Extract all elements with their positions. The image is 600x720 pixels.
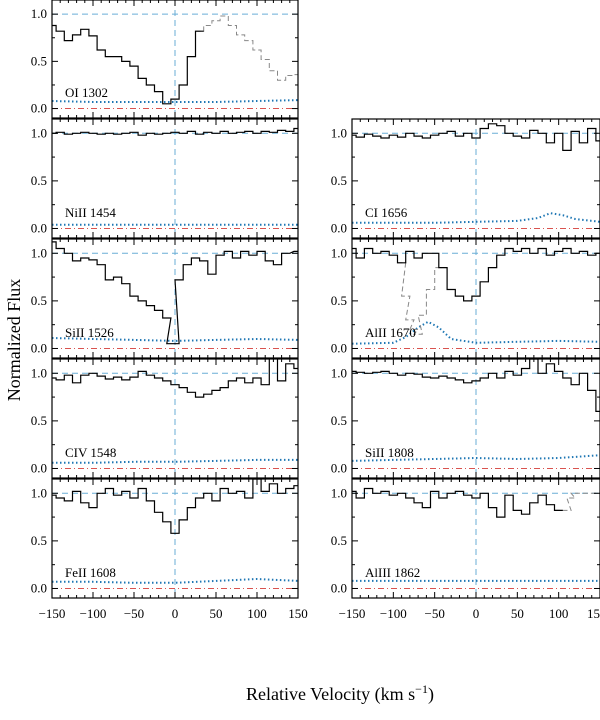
y-tick-label: 0.0 — [331, 220, 347, 235]
y-tick-label: 0.5 — [31, 533, 47, 548]
panel-civ-1548: 0.0 0.5 1.0 CIV 1548 — [31, 358, 299, 479]
y-tick-label: 0.5 — [331, 533, 347, 548]
flux-series — [52, 359, 298, 398]
x-tick-label: 50 — [511, 606, 524, 621]
x-tick-label: 100 — [247, 606, 267, 621]
y-tick-label: 0.0 — [31, 460, 47, 475]
x-tick-label: 15 — [587, 606, 600, 621]
panel-aliii-1862: 0.0 0.5 1.0 AlIII 1862 — [331, 478, 600, 599]
flux-series — [352, 123, 600, 151]
y-tick-label: 1.0 — [331, 485, 347, 500]
panel-label: AlIII 1862 — [365, 565, 420, 580]
error-series — [52, 577, 298, 584]
y-tick-label: 1.0 — [31, 125, 47, 140]
y-tick-label: 0.0 — [31, 220, 47, 235]
blend-series — [554, 492, 600, 511]
error-series — [52, 99, 298, 103]
x-tick-label: −50 — [424, 606, 444, 621]
x-tick-label: 0 — [473, 606, 480, 621]
y-tick-label: 0.0 — [31, 340, 47, 355]
y-tick-label: 1.0 — [31, 365, 47, 380]
x-tick-label: −100 — [80, 606, 107, 621]
panel-label: CIV 1548 — [65, 445, 116, 460]
y-tick-label: 0.5 — [331, 413, 347, 428]
y-tick-label: 0.0 — [331, 460, 347, 475]
flux-series — [52, 241, 298, 345]
y-tick-label: 0.0 — [331, 580, 347, 595]
panel-ci-1656: 0.0 0.5 1.0 CI 1656 — [331, 118, 600, 239]
blend-series — [397, 262, 448, 335]
flux-series — [352, 359, 600, 412]
panel-series — [352, 359, 600, 462]
error-series — [52, 458, 298, 464]
y-tick-label: 0.5 — [331, 173, 347, 188]
y-tick-label: 0.0 — [31, 580, 47, 595]
x-axis-title-unit-close: ) — [428, 684, 434, 705]
x-tick-label: −100 — [380, 606, 407, 621]
y-tick-label: 0.5 — [31, 413, 47, 428]
error-series — [52, 337, 298, 342]
panel-series — [352, 487, 600, 582]
x-tick-label: −150 — [339, 606, 366, 621]
panel-feii-1608: 0.0 0.5 1.0 FeII 1608 — [31, 478, 299, 599]
panel-siii-1808: 0.0 0.5 1.0 SiII 1808 — [331, 358, 600, 479]
x-tick-label: −50 — [124, 606, 144, 621]
panel-series — [52, 15, 298, 105]
flux-series — [352, 247, 600, 302]
panel-label: NiII 1454 — [65, 205, 116, 220]
x-tick-label: 50 — [210, 606, 223, 621]
x-tick-label: 150 — [288, 606, 308, 621]
panel-series — [52, 127, 298, 226]
panel-series — [52, 479, 298, 584]
y-axis-title: Normalized Flux — [4, 279, 24, 401]
panel-label: SiII 1526 — [65, 325, 114, 340]
y-tick-label: 1.0 — [31, 6, 47, 21]
x-axis-title: Relative Velocity (km s−1) — [246, 682, 434, 705]
flux-series — [52, 479, 298, 534]
panel-series — [352, 123, 600, 224]
panel-siii-1526: 0.0 0.5 1.0 SiII 1526 — [31, 238, 299, 359]
panel-label: SiII 1808 — [365, 445, 414, 460]
panel-label: OI 1302 — [65, 85, 108, 100]
y-tick-label: 1.0 — [31, 245, 47, 260]
panel-alii-1670: 0.0 0.5 1.0 AlII 1670 — [331, 238, 600, 359]
y-tick-label: 0.0 — [31, 101, 47, 116]
y-tick-label: 0.5 — [31, 53, 47, 68]
panel-series — [352, 247, 600, 345]
panel-niii-1454: 0.0 0.5 1.0 NiII 1454 — [31, 118, 299, 239]
flux-series — [52, 127, 298, 136]
x-axis-title-unit-exp: −1 — [415, 682, 428, 696]
y-tick-label: 1.0 — [331, 365, 347, 380]
flux-series — [52, 24, 204, 105]
panel-oi-1302: 0.0 0.5 1.0 OI 1302 — [31, 0, 299, 119]
flux-series — [352, 487, 563, 518]
y-tick-label: 0.5 — [31, 173, 47, 188]
panel-label: FeII 1608 — [65, 565, 116, 580]
y-tick-label: 1.0 — [31, 485, 47, 500]
error-series — [352, 454, 600, 462]
panel-grid: 0.0 0.5 1.0 OI 1302 0.0 0.5 1.0 NiII 1454 0.0 0.5… — [31, 0, 600, 621]
x-tick-label: −150 — [39, 606, 66, 621]
y-tick-label: 0.5 — [331, 293, 347, 308]
x-axis-title-unit: (km s — [375, 684, 416, 705]
panel-label: CI 1656 — [365, 205, 408, 220]
panel-series — [52, 359, 298, 464]
x-tick-label: 0 — [172, 606, 179, 621]
x-axis-title-main: Relative Velocity — [246, 684, 370, 704]
panel-label: AlII 1670 — [365, 325, 416, 340]
y-tick-label: 1.0 — [331, 245, 347, 260]
y-tick-label: 1.0 — [331, 125, 347, 140]
x-tick-label: 100 — [549, 606, 569, 621]
y-tick-label: 0.5 — [31, 293, 47, 308]
panel-series — [52, 241, 298, 345]
blend-series — [195, 15, 298, 81]
y-tick-label: 0.0 — [331, 340, 347, 355]
